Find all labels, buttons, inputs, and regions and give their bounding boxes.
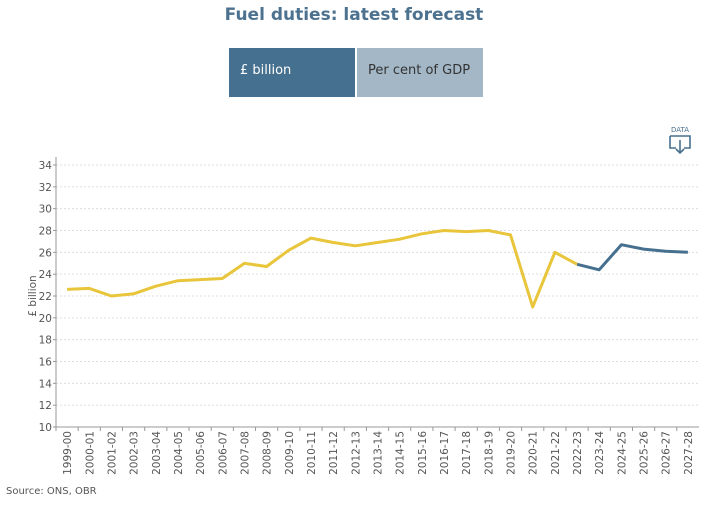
x-tick-label: 2008-09 xyxy=(262,431,274,475)
x-tick-label: 2004-05 xyxy=(173,431,185,475)
button-label[interactable]: £ billion xyxy=(240,63,291,78)
y-tick-label: 28 xyxy=(39,226,52,238)
y-tick-label: 20 xyxy=(39,313,52,325)
x-tick-label: 2014-15 xyxy=(395,431,407,475)
x-tick-label: 2017-18 xyxy=(461,431,473,475)
series-line xyxy=(576,243,688,272)
button[interactable] xyxy=(357,48,483,97)
y-tick-label: 32 xyxy=(39,182,52,194)
button-label[interactable]: Per cent of GDP xyxy=(368,63,470,78)
y-tick-label: 34 xyxy=(39,160,53,172)
x-tick-label: 2015-16 xyxy=(417,431,429,475)
x-tick-label: 2003-04 xyxy=(151,431,163,475)
y-tick-label: 30 xyxy=(39,204,52,216)
x-tick-label: 1999-00 xyxy=(62,431,74,475)
x-tick-label: 2024-25 xyxy=(616,431,628,475)
y-axis-label: £ billion xyxy=(27,275,39,316)
x-tick-label: 2005-06 xyxy=(195,431,207,475)
series-line xyxy=(67,229,578,309)
y-tick-label: 24 xyxy=(39,269,53,281)
x-tick-label: 2006-07 xyxy=(217,431,229,475)
source: Source: ONS, OBR xyxy=(6,486,97,497)
x-tick-label: 2027-28 xyxy=(683,431,695,475)
x-tick-label: 2022-23 xyxy=(572,431,584,475)
x-tick-label: 2009-10 xyxy=(284,431,296,475)
x-tick-label: 2026-27 xyxy=(661,431,673,475)
x-tick-label: 2000-01 xyxy=(84,431,96,475)
x-tick-label: 2002-03 xyxy=(129,431,141,475)
data-icon[interactable]: DATA xyxy=(669,126,691,155)
x-tick-label: 2001-02 xyxy=(106,431,118,475)
x-tick-label: 2010-11 xyxy=(306,431,318,475)
x-tick-label: 2012-13 xyxy=(350,431,362,475)
y-tick-label: 14 xyxy=(39,378,53,390)
x-tick-label: 2011-12 xyxy=(328,431,340,475)
y-tick-label: 26 xyxy=(39,247,53,259)
x-tick-label: 2013-14 xyxy=(373,431,385,475)
x-tick-label: 2025-26 xyxy=(639,431,651,475)
x-tick-label: 2016-17 xyxy=(439,431,451,475)
y-tick-label: 12 xyxy=(39,400,52,412)
y-tick-label: 16 xyxy=(39,357,53,369)
x-tick-label: 2021-22 xyxy=(550,431,562,475)
x-tick-label: 2020-21 xyxy=(528,431,540,475)
y-tick-label: 10 xyxy=(39,422,52,434)
button[interactable] xyxy=(229,48,355,97)
chart-title: Fuel duties: latest forecast xyxy=(225,5,484,25)
y-tick-label: 18 xyxy=(39,335,52,347)
y-tick-label: 22 xyxy=(39,291,52,303)
x-tick-label: 2023-24 xyxy=(594,431,606,475)
x-tick-label: 2019-20 xyxy=(506,431,518,475)
data-icon-label[interactable]: DATA xyxy=(671,126,689,134)
x-tick-label: 2007-08 xyxy=(239,431,251,475)
x-tick-label: 2018-19 xyxy=(483,431,495,475)
